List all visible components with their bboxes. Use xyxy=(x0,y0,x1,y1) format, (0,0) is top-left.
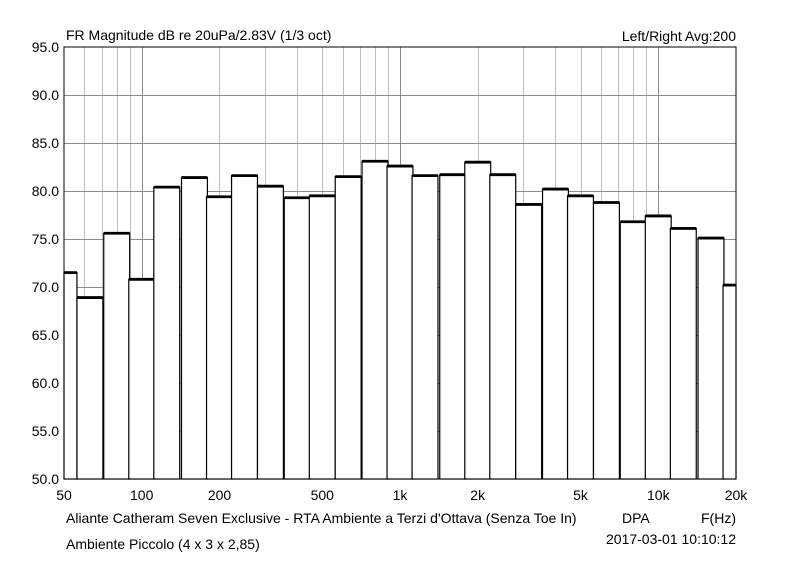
bar-10k xyxy=(644,215,672,480)
x-tick-label: 50 xyxy=(56,487,72,503)
bar-1.25k xyxy=(411,175,439,480)
bar-12.5k xyxy=(669,227,697,480)
bar-20k xyxy=(722,284,737,480)
bar-160 xyxy=(180,176,209,480)
bar-2k xyxy=(464,161,492,480)
x-tick-label: 20k xyxy=(725,487,749,503)
y-tick-label: 85.0 xyxy=(32,135,59,151)
x-tick-label: 200 xyxy=(208,487,232,503)
x-tick-label: 1k xyxy=(393,487,409,503)
bar-63 xyxy=(76,296,104,480)
bar-5k xyxy=(566,195,595,480)
y-tick-label: 75.0 xyxy=(32,231,59,247)
x-tick-label: 100 xyxy=(130,487,154,503)
bar-250 xyxy=(230,175,259,480)
bar-1k xyxy=(386,165,414,480)
bar-630 xyxy=(334,176,362,480)
measurement-description: Aliante Catheram Seven Exclusive - RTA A… xyxy=(66,510,577,526)
bar-6.3k xyxy=(592,201,620,480)
y-tick-label: 90.0 xyxy=(32,87,59,103)
x-axis-unit-label: F(Hz) xyxy=(701,510,736,526)
date-time-label: 2017-03-01 10:10:12 xyxy=(606,531,736,547)
room-label: Ambiente Piccolo (4 x 3 x 2,85) xyxy=(66,536,260,552)
bar-8k xyxy=(619,221,647,480)
y-tick-label: 80.0 xyxy=(32,183,59,199)
bar-800 xyxy=(361,160,389,480)
bar-4k xyxy=(541,188,570,480)
bar-2.5k xyxy=(489,174,517,480)
bar-200 xyxy=(205,196,234,480)
x-tick-label: 500 xyxy=(311,487,335,503)
y-tick-label: 50.0 xyxy=(32,471,59,487)
y-tick-label: 60.0 xyxy=(32,375,59,391)
y-tick-label: 95.0 xyxy=(32,39,59,55)
bar-3.15k xyxy=(515,203,543,480)
bar-500 xyxy=(308,195,336,480)
channel-avg-label: Left/Right Avg:200 xyxy=(622,28,736,44)
chart-title: FR Magnitude dB re 20uPa/2.83V (1/3 oct) xyxy=(66,27,331,43)
plot-frame xyxy=(63,46,737,480)
bar-315 xyxy=(256,185,284,480)
bar-400 xyxy=(283,197,311,480)
x-tick-label: 10k xyxy=(647,487,671,503)
x-tick-label: 5k xyxy=(573,487,589,503)
x-tick-label: 2k xyxy=(470,487,486,503)
bar-1.6k xyxy=(439,174,467,480)
bar-16k xyxy=(697,237,725,480)
y-tick-labels: 50.0 55.0 60.0 65.0 70.0 75.0 80.0 85.0 90.0 95.0 xyxy=(32,39,59,487)
y-tick-label: 70.0 xyxy=(32,279,59,295)
x-tick-labels: 50 100 200 500 1k 2k 5k 10k 20k xyxy=(56,487,748,503)
bar-series xyxy=(63,159,737,480)
bar-125 xyxy=(153,186,181,480)
bar-50 xyxy=(63,272,78,480)
bar-80 xyxy=(103,232,131,480)
y-tick-label: 55.0 xyxy=(32,423,59,439)
brand-label: DPA xyxy=(622,510,650,526)
y-tick-label: 65.0 xyxy=(32,327,59,343)
bar-100 xyxy=(128,278,156,480)
